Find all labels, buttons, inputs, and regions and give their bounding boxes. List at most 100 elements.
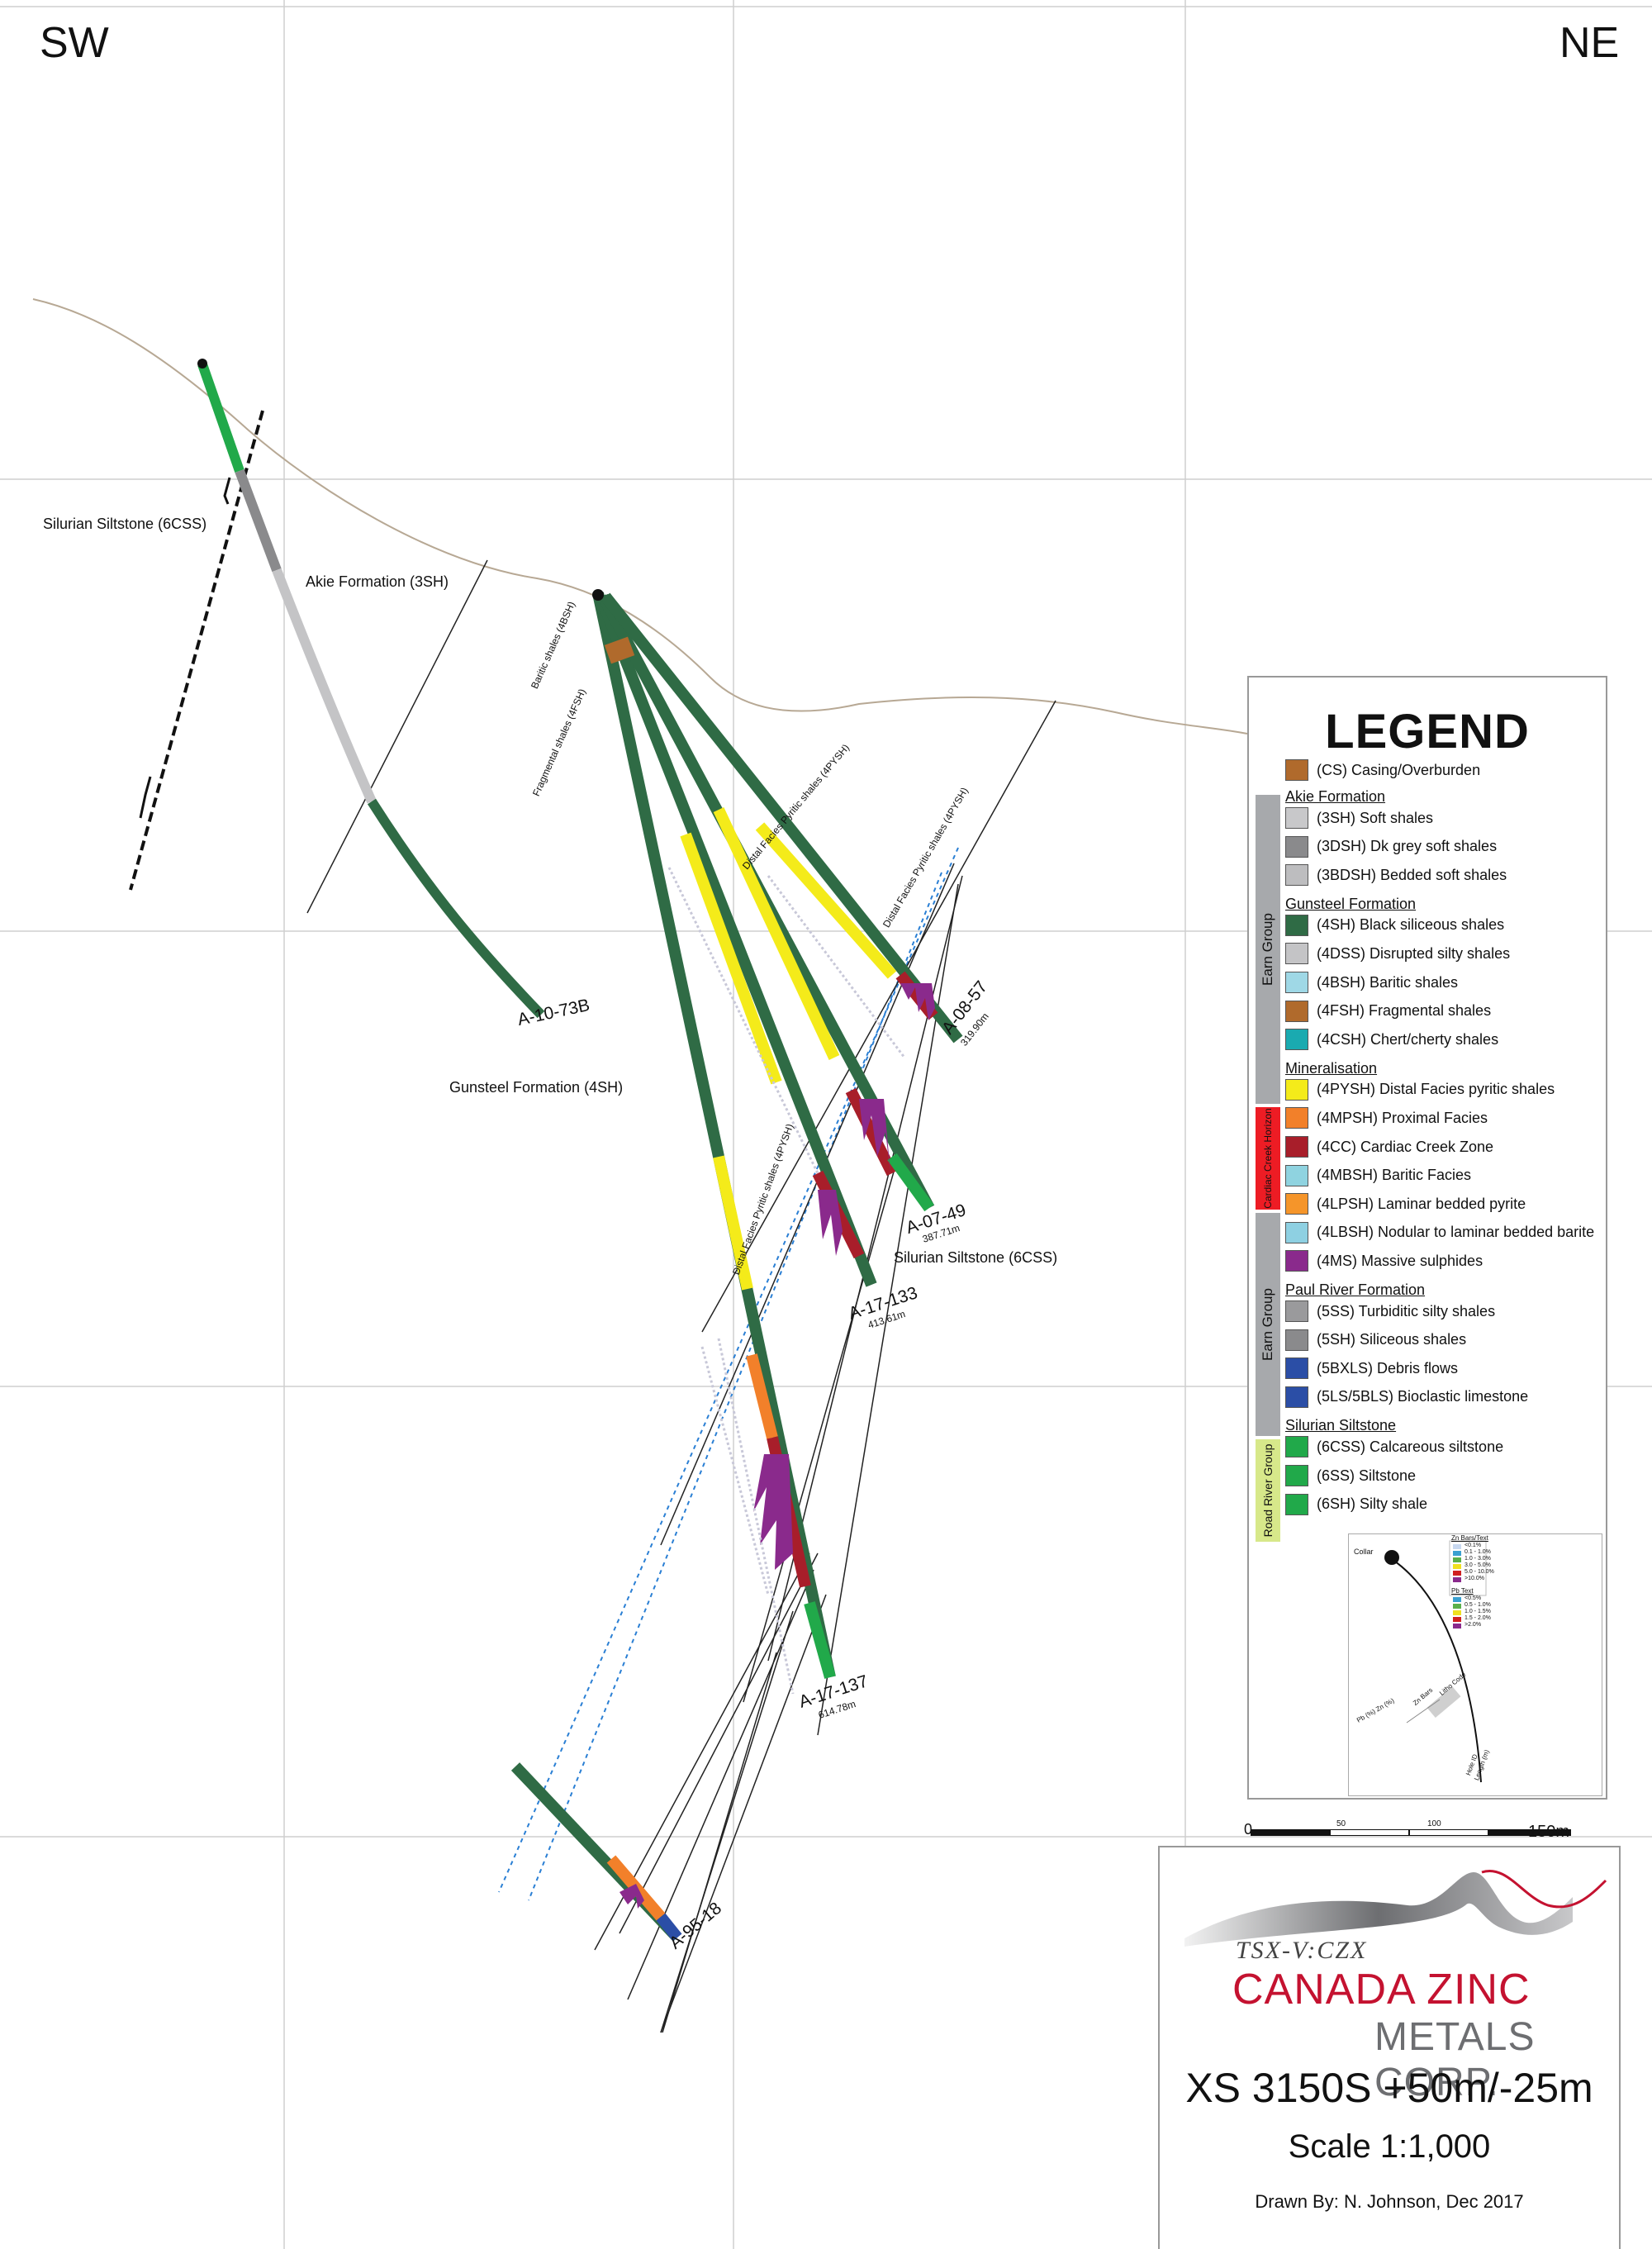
legend-item: (4FSH) Fragmental shales <box>1285 1000 1491 1023</box>
group-bar-earn-2: Earn Group <box>1256 1213 1280 1436</box>
legend-item: (4LBSH) Nodular to laminar bedded barite <box>1285 1221 1594 1244</box>
legend-item: (4BSH) Baritic shales <box>1285 971 1458 994</box>
pb-range: >2.0% <box>1464 1622 1482 1628</box>
swatch <box>1285 972 1308 993</box>
swatch <box>1285 1078 1308 1101</box>
title-block: TSX-V:CZX CANADA ZINC METALS CORP. XS 31… <box>1158 1846 1621 2249</box>
section-title: XS 3150S +50m/-25m <box>1185 2065 1593 2111</box>
pb-range: 0.5 - 1.0% <box>1464 1602 1491 1608</box>
scale-text: Scale 1:1,000 <box>1288 2128 1491 2165</box>
legend-item: (4CSH) Chert/cherty shales <box>1285 1028 1498 1051</box>
company-name-line-2: METALS CORP. <box>1374 2015 1536 2104</box>
swatch <box>1285 1329 1308 1351</box>
swatch <box>1285 807 1308 829</box>
zn-swatch <box>1453 1551 1461 1556</box>
swatch <box>1285 943 1308 965</box>
scale-bar: 0 50 100 150m <box>1244 1818 1591 1851</box>
pb-swatch <box>1453 1610 1461 1615</box>
topography-line <box>32 298 1248 735</box>
zn-swatch <box>1453 1577 1461 1582</box>
group-bar-cardiac: Cardiac Creek Horizon <box>1256 1107 1280 1210</box>
zn-range: 5.0 - 10.0% <box>1464 1569 1494 1575</box>
swatch <box>1285 1029 1308 1051</box>
inset-pb-title: Pb Text <box>1451 1587 1474 1595</box>
zn-range: 3.0 - 5.0% <box>1464 1562 1491 1568</box>
swatch <box>1285 1493 1308 1515</box>
group-bar-road-river: Road River Group <box>1256 1439 1280 1542</box>
pb-swatches <box>1453 1597 1461 1629</box>
scale-tick-100: 100 <box>1427 1819 1441 1828</box>
zn-swatch <box>1453 1557 1461 1562</box>
group-bar-earn: Earn Group <box>1256 795 1280 1104</box>
legend-item: (4PYSH) Distal Facies pyritic shales <box>1285 1078 1555 1101</box>
inset-key: Collar Zn Bars/Text <0.1% 0.1 - 1.0% 1.0 -… <box>1348 1533 1602 1796</box>
legend-heading: Paul River Formation <box>1285 1281 1426 1298</box>
pb-range: 1.5 - 2.0% <box>1464 1615 1491 1621</box>
pb-swatch <box>1453 1617 1461 1622</box>
legend-item: (3DSH) Dk grey soft shales <box>1285 835 1497 858</box>
legend-item: (5BXLS) Debris flows <box>1285 1357 1458 1380</box>
zn-swatch <box>1453 1564 1461 1569</box>
legend-item: (6SS) Siltstone <box>1285 1464 1416 1487</box>
hole-trace-A-17-137 <box>592 592 836 1679</box>
label-silurian-siltstone-right: Silurian Siltstone (6CSS) <box>894 1249 1058 1266</box>
corner-ne-label: NE <box>1559 19 1620 67</box>
swatch <box>1285 1250 1308 1272</box>
fault-line <box>129 410 264 891</box>
swatch <box>1285 1436 1308 1458</box>
zn-range: 1.0 - 3.0% <box>1464 1556 1491 1562</box>
zn-swatch <box>1453 1571 1461 1576</box>
swatch <box>1285 914 1308 936</box>
corner-sw-label: SW <box>40 19 109 67</box>
legend-item: (4MBSH) Baritic Facies <box>1285 1164 1471 1187</box>
legend-item: (4MPSH) Proximal Facies <box>1285 1106 1488 1129</box>
label-silurian-siltstone-top: Silurian Siltstone (6CSS) <box>43 516 207 532</box>
pb-range: 1.0 - 1.5% <box>1464 1609 1491 1614</box>
swatch <box>1285 1357 1308 1380</box>
zn-range: >10.0% <box>1464 1576 1484 1581</box>
legend-item: (4LPSH) Laminar bedded pyrite <box>1285 1192 1526 1215</box>
inset-collar: Collar <box>1354 1548 1374 1556</box>
structure-lines <box>306 559 1056 2033</box>
swatch <box>1285 1000 1308 1022</box>
pb-range: <0.5% <box>1464 1595 1482 1601</box>
scale-tick-50: 50 <box>1336 1819 1346 1828</box>
swatch <box>1285 864 1308 887</box>
scale-tick-150: 150m <box>1528 1823 1570 1841</box>
label-akie-formation: Akie Formation (3SH) <box>306 573 449 590</box>
zn-swatches <box>1453 1544 1461 1582</box>
company-name-line-1: CANADA ZINC <box>1232 1966 1531 2014</box>
legend-item: (6SH) Silty shale <box>1285 1493 1427 1516</box>
inset-zn-title: Zn Bars/Text <box>1451 1534 1488 1542</box>
pb-swatch <box>1453 1597 1461 1602</box>
hole-trace-A-10-73B <box>197 359 545 1019</box>
legend-heading: Silurian Siltstone <box>1285 1417 1397 1434</box>
zn-bars <box>620 983 935 1909</box>
company-logo <box>1184 1869 1607 1947</box>
legend-item: (4MS) Massive sulphides <box>1285 1249 1483 1272</box>
swatch <box>1285 1136 1308 1158</box>
swatch <box>1285 759 1308 781</box>
legend-item: (3SH) Soft shales <box>1285 806 1433 830</box>
sample-traces <box>667 867 906 1695</box>
exchange-ticker: TSX-V:CZX <box>1236 1937 1368 1964</box>
inset-diagram <box>1384 1540 1487 1783</box>
hole-trace-A-95-18 <box>510 1762 682 1942</box>
legend-heading: Gunsteel Formation <box>1285 895 1417 912</box>
legend-item-casing: (CS) Casing/Overburden <box>1285 758 1480 782</box>
legend-item: (5LS/5BLS) Bioclastic limestone <box>1285 1386 1528 1409</box>
drawn-by: Drawn By: N. Johnson, Dec 2017 <box>1255 2191 1524 2212</box>
legend-item: (6CSS) Calcareous siltstone <box>1285 1435 1503 1458</box>
legend-item: (5SH) Siliceous shales <box>1285 1329 1466 1352</box>
swatch <box>1285 1193 1308 1215</box>
legend-item: (5SS) Turbiditic silty shales <box>1285 1300 1495 1323</box>
blue-dashed-lines <box>498 847 959 1901</box>
swatch <box>1285 1107 1308 1129</box>
inset-pb-list: <0.5% 0.5 - 1.0% 1.0 - 1.5% 1.5 - 2.0% >2.0% <box>1464 1595 1491 1629</box>
legend-item: (4SH) Black siliceous shales <box>1285 914 1504 937</box>
hole-trace-A-17-133 <box>595 594 877 1287</box>
zn-range: <0.1% <box>1464 1543 1482 1548</box>
legend-heading: Akie Formation <box>1285 788 1386 805</box>
